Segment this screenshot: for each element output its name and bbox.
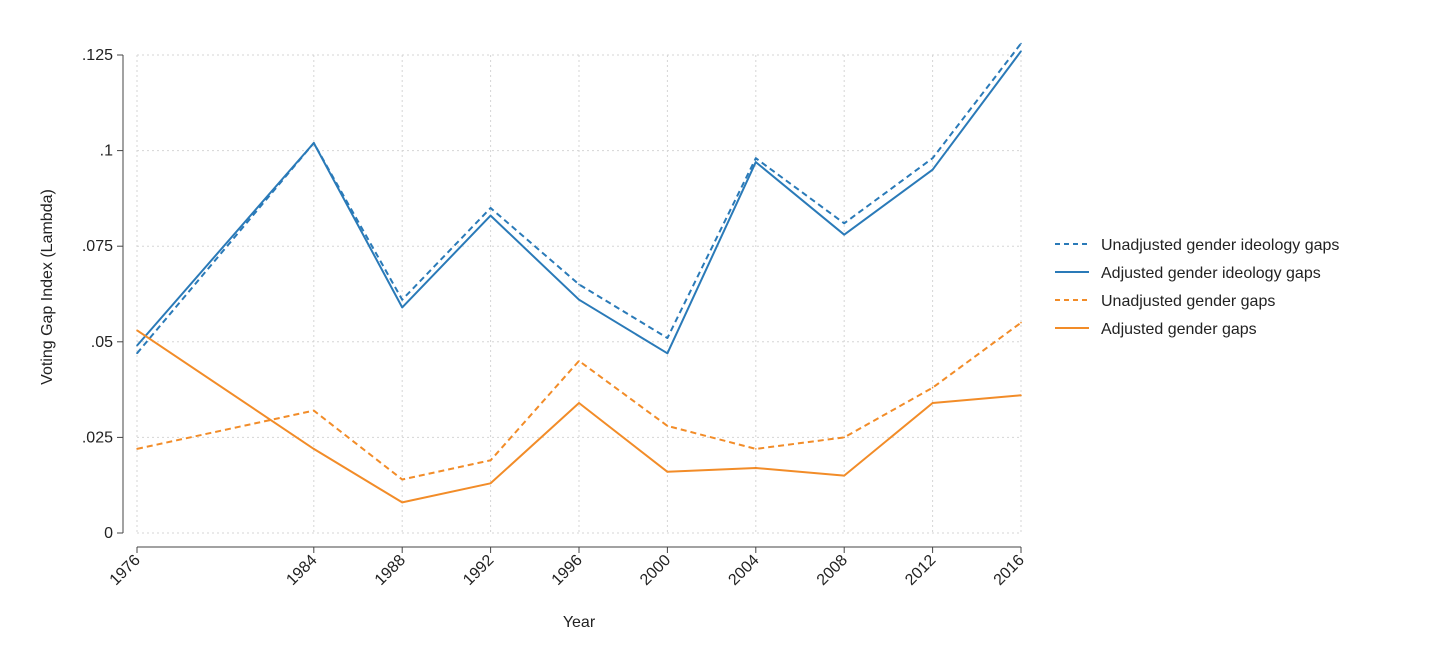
data-point (1020, 42, 1022, 45)
legend-label-4: Adjusted gender gaps (1101, 321, 1257, 338)
data-point (755, 161, 757, 163)
y-tick-label: .1 (100, 143, 113, 160)
data-point (489, 459, 492, 462)
legend-label-3: Unadjusted gender gaps (1101, 293, 1275, 310)
data-point (1020, 394, 1022, 397)
data-point (578, 298, 580, 301)
data-point (136, 344, 138, 347)
x-tick-label: 2008 (814, 552, 851, 589)
data-point (136, 448, 138, 450)
legend-label-2: Adjusted gender ideology gaps (1101, 265, 1321, 282)
data-point (931, 157, 934, 160)
data-point (931, 168, 934, 171)
data-point (755, 467, 757, 469)
y-tick-label: .025 (82, 429, 113, 446)
x-tick-label: 2016 (991, 552, 1028, 589)
data-point (578, 360, 580, 362)
x-tick-label: 1992 (460, 552, 497, 589)
data-point (401, 478, 404, 481)
data-point (489, 482, 492, 485)
data-point (136, 329, 138, 332)
x-tick-label: 2012 (902, 552, 939, 589)
series-line-3 (136, 321, 1022, 481)
data-point (489, 207, 492, 209)
y-tick-label: .05 (91, 334, 113, 351)
axes: 0 .025 .05 .075 .1 .125 1976 1984 1988 1992 1996 20… (82, 47, 1028, 589)
data-point (843, 436, 845, 439)
x-tick-label: 1988 (372, 552, 409, 589)
x-axis-title: Year (563, 614, 596, 631)
data-point (401, 501, 404, 504)
legend-label-1: Unadjusted gender ideology gaps (1101, 237, 1339, 254)
data-point (755, 157, 757, 160)
data-point (136, 352, 138, 355)
x-tick-label: 2000 (637, 552, 674, 589)
x-tick-label: 2004 (725, 552, 762, 589)
y-axis-title: Voting Gap Index (Lambda) (39, 189, 56, 385)
data-point (313, 142, 315, 144)
x-tick-label: 1976 (107, 552, 144, 589)
series-line-2 (136, 50, 1022, 355)
data-point (931, 402, 934, 404)
data-point (666, 337, 669, 339)
data-point (843, 233, 845, 236)
data-point (1020, 321, 1022, 324)
y-tick-label: .075 (82, 238, 113, 255)
x-tick-label: 1996 (549, 552, 586, 589)
data-point (1020, 50, 1022, 52)
data-point (313, 448, 315, 450)
data-point (755, 448, 757, 450)
y-tick-label: 0 (104, 525, 113, 542)
data-point (401, 298, 404, 301)
data-point (666, 471, 669, 473)
grid (136, 54, 1022, 534)
series-lines (136, 42, 1022, 504)
legend: Unadjusted gender ideology gaps Adjusted … (1055, 237, 1339, 338)
data-point (843, 474, 845, 477)
data-point (578, 402, 580, 404)
data-point (666, 425, 669, 427)
data-point (401, 306, 404, 309)
x-tick-label: 1984 (283, 552, 320, 589)
data-point (931, 386, 934, 389)
series-line-1 (136, 42, 1022, 354)
y-tick-label: .125 (82, 47, 113, 64)
data-point (313, 409, 315, 412)
data-point (843, 222, 845, 225)
data-point (489, 214, 492, 217)
series-line-4 (136, 329, 1022, 504)
data-point (666, 352, 669, 355)
data-point (578, 283, 580, 286)
